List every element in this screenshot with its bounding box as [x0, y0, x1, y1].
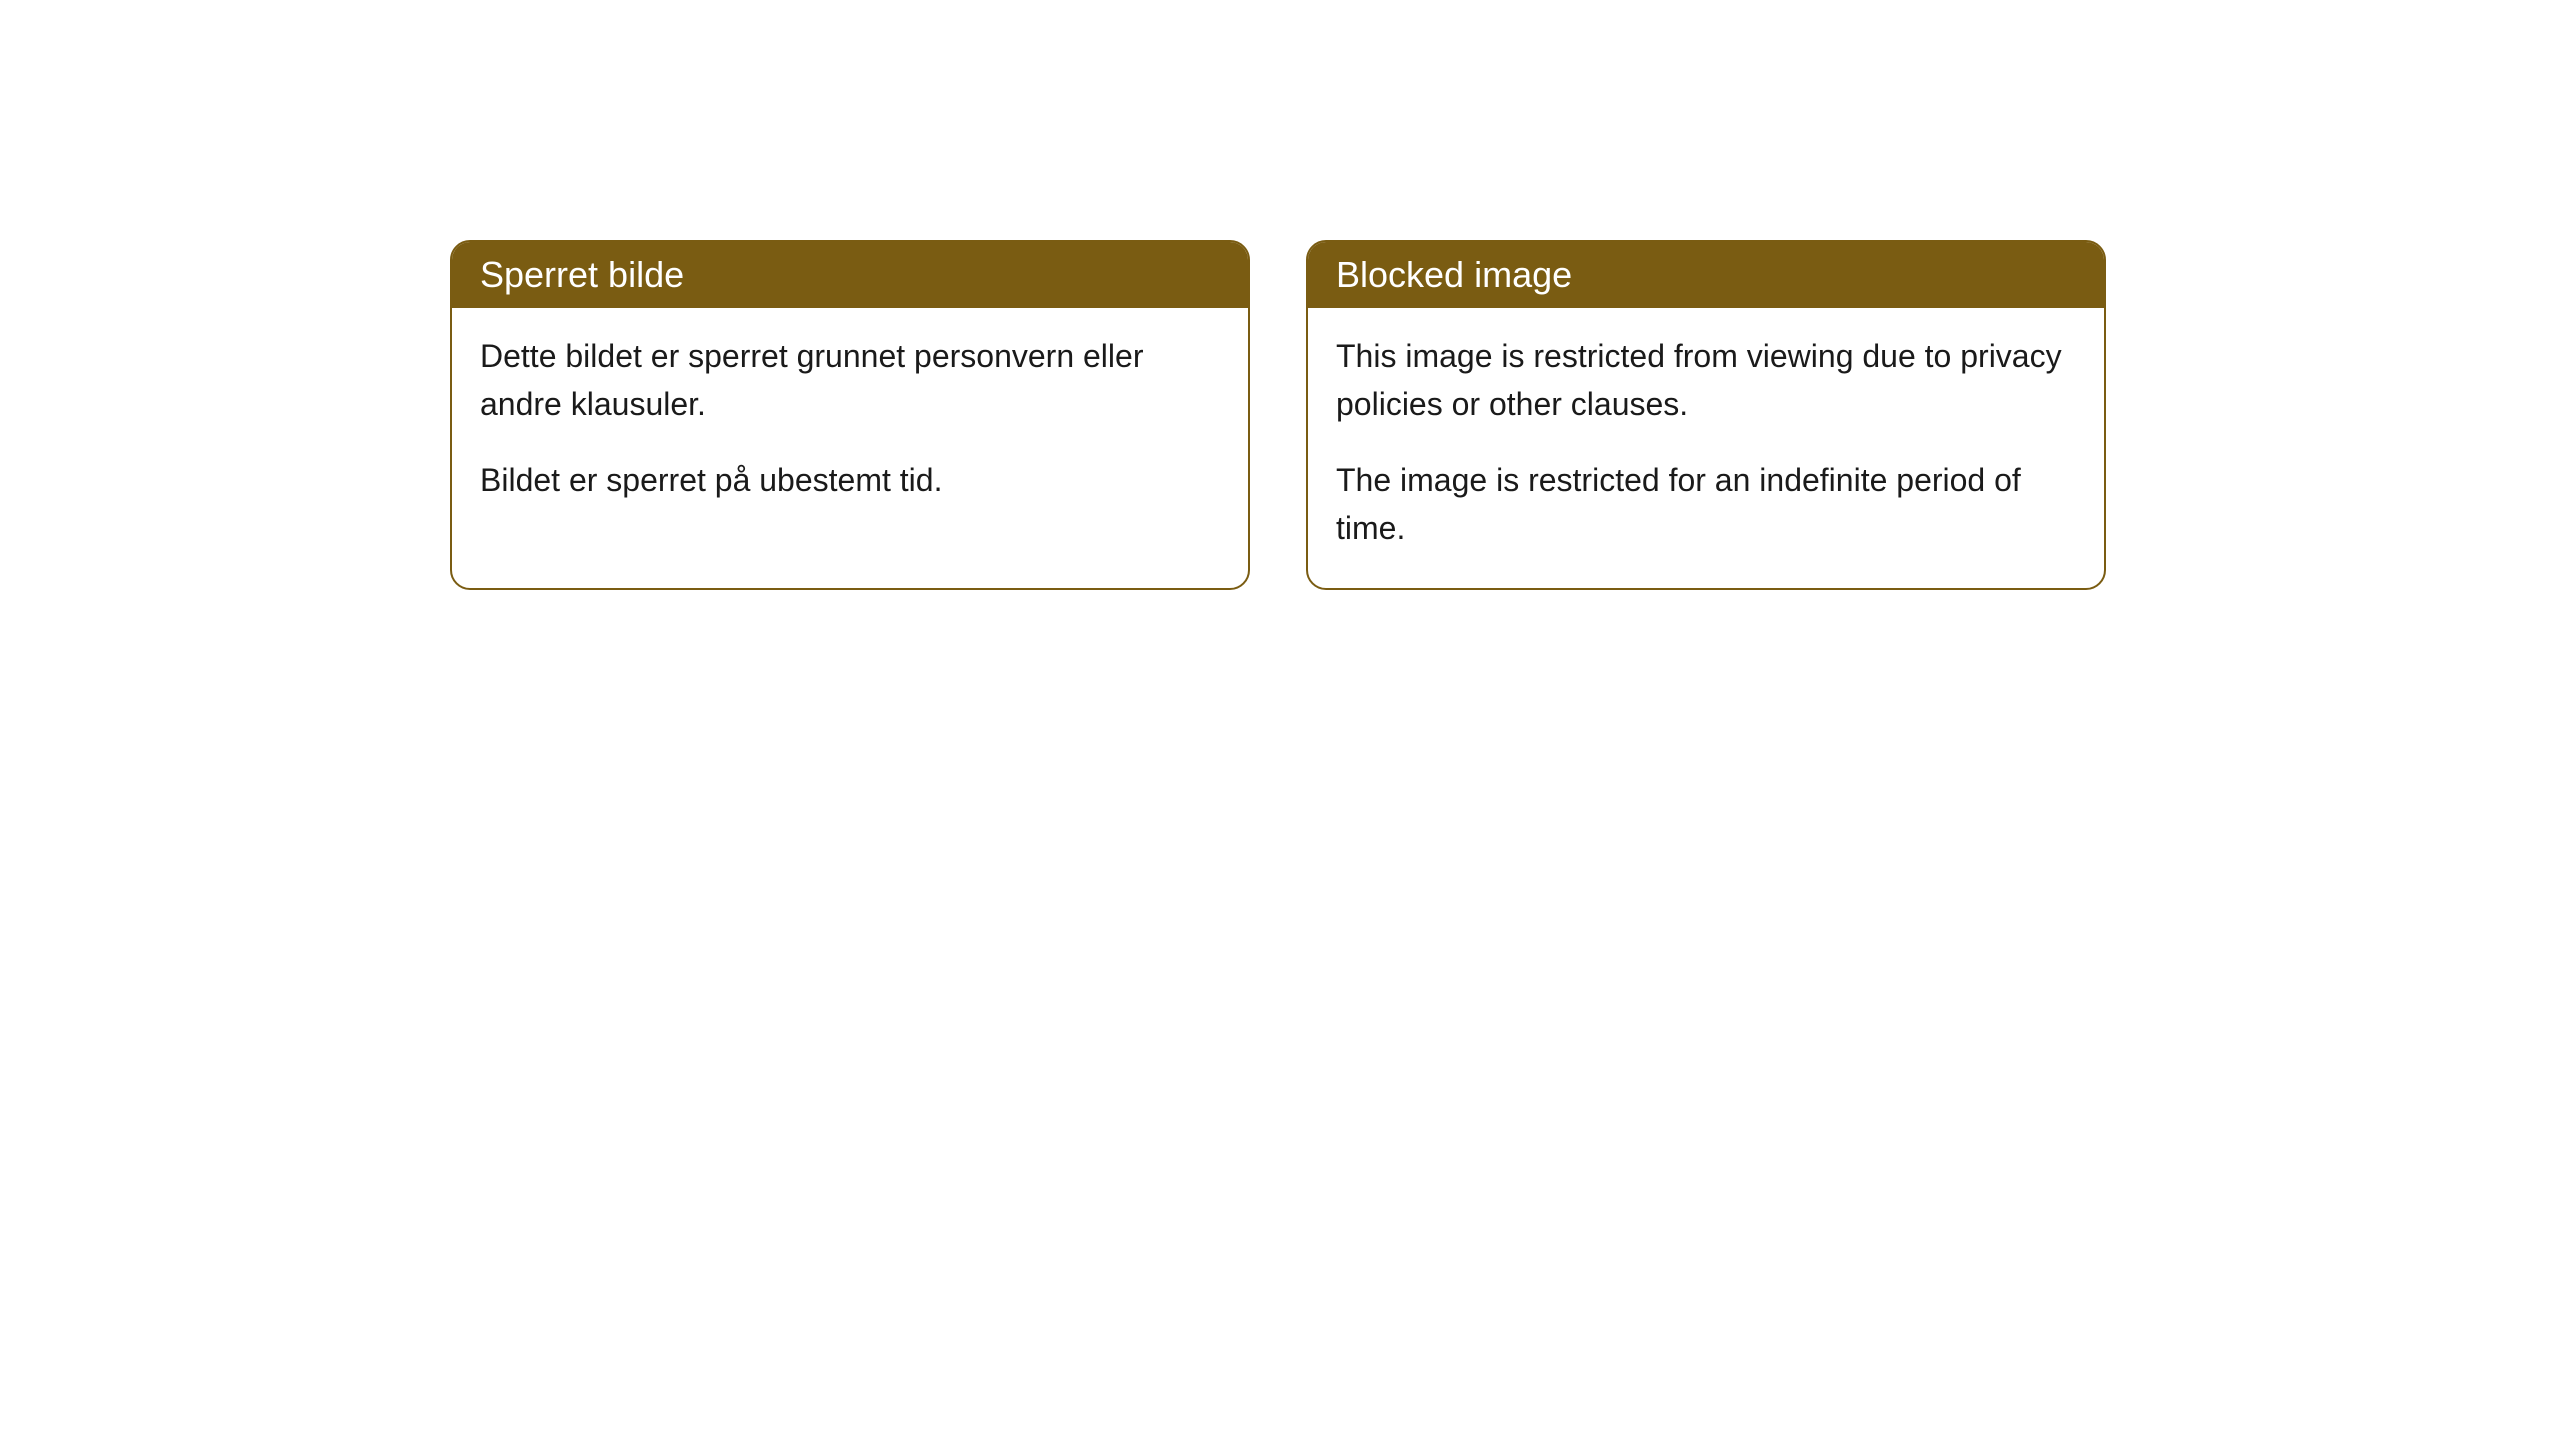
card-title: Blocked image [1308, 242, 2104, 308]
card-body: This image is restricted from viewing du… [1308, 308, 2104, 588]
card-body: Dette bildet er sperret grunnet personve… [452, 308, 1248, 540]
card-paragraph: Dette bildet er sperret grunnet personve… [480, 332, 1220, 428]
notice-card-norwegian: Sperret bilde Dette bildet er sperret gr… [450, 240, 1250, 590]
card-paragraph: This image is restricted from viewing du… [1336, 332, 2076, 428]
card-paragraph: The image is restricted for an indefinit… [1336, 456, 2076, 552]
card-paragraph: Bildet er sperret på ubestemt tid. [480, 456, 1220, 504]
card-title: Sperret bilde [452, 242, 1248, 308]
notice-cards-container: Sperret bilde Dette bildet er sperret gr… [450, 240, 2560, 590]
notice-card-english: Blocked image This image is restricted f… [1306, 240, 2106, 590]
